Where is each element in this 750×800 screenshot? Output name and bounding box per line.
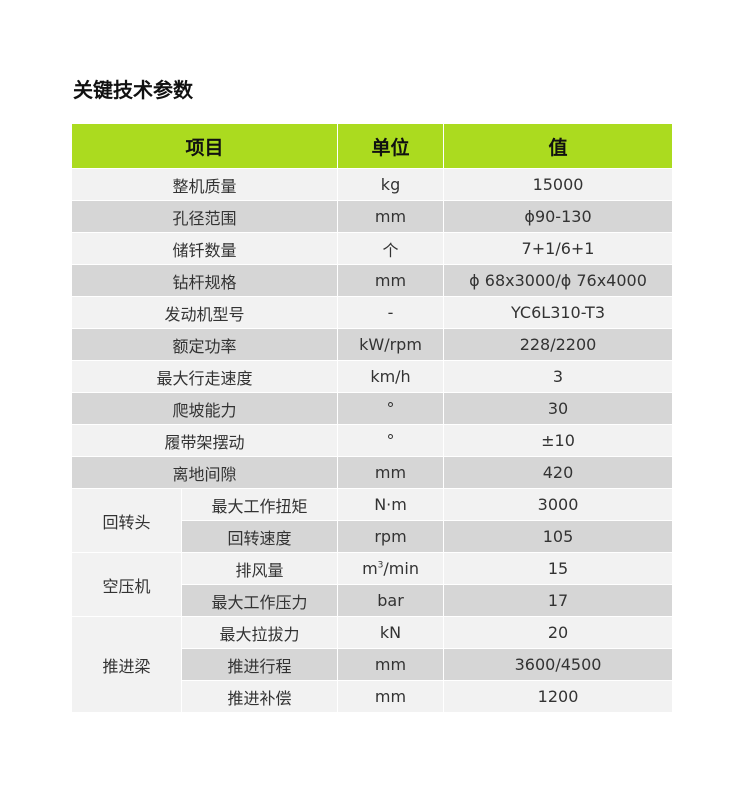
table-row: 爬坡能力 ° 30 (70, 392, 674, 425)
value-cell: 20 (443, 616, 674, 649)
item-cell: 发动机型号 (70, 296, 339, 329)
unit-superscript: 3 (377, 560, 384, 571)
table-row: 回转速度 rpm 105 (72, 520, 674, 553)
group-label-cell: 空压机 (71, 552, 182, 617)
unit-cell: m3/min (337, 552, 445, 585)
table-row: 整机质量 kg 15000 (70, 168, 674, 201)
value-cell: ϕ90-130 (443, 200, 674, 233)
table-row: 离地间隙 mm 420 (70, 456, 674, 489)
unit-cell: mm (337, 648, 445, 681)
value-cell: 3000 (443, 488, 674, 521)
unit-cell: - (337, 296, 445, 329)
unit-cell: mm (337, 456, 445, 489)
table-row: 推进行程 mm 3600/4500 (72, 648, 674, 681)
item-cell: 推进行程 (180, 648, 339, 681)
item-cell: 推进补偿 (180, 680, 339, 713)
item-cell: 爬坡能力 (70, 392, 339, 425)
table-row: 钻杆规格 mm ϕ 68x3000/ϕ 76x4000 (70, 264, 674, 297)
header-unit: 单位 (337, 123, 445, 169)
unit-cell: km/h (337, 360, 445, 393)
table-row: 推进补偿 mm 1200 (72, 680, 674, 713)
spec-table: 项目 单位 值 整机质量 kg 15000 孔径范围 mm ϕ90-130 储钎数量个 7+1… (70, 123, 674, 713)
value-cell: ϕ 68x3000/ϕ 76x4000 (443, 264, 674, 297)
value-cell: YC6L310-T3 (443, 296, 674, 329)
unit-cell: kW/rpm (337, 328, 445, 361)
value-cell: 105 (443, 520, 674, 553)
item-cell: 最大工作扭矩 (180, 488, 339, 521)
unit-cell: bar (337, 584, 445, 617)
unit-cell: N·m (337, 488, 445, 521)
table-row: 最大工作压力 bar 17 (72, 584, 674, 617)
unit-rest: /min (383, 559, 419, 578)
item-cell: 额定功率 (70, 328, 339, 361)
table-row: 额定功率 kW/rpm 228/2200 (70, 328, 674, 361)
table-row: 空压机 排风量 m3/min 15 (71, 552, 674, 617)
value-cell: 15 (443, 552, 674, 585)
table-row: 发动机型号 - YC6L310-T3 (70, 296, 674, 329)
value-cell: 1200 (443, 680, 674, 713)
item-cell: 储钎数量 (70, 232, 339, 265)
table-header: 项目 单位 值 (70, 123, 674, 169)
item-cell: 最大行走速度 (70, 360, 339, 393)
item-cell: 排风量 (180, 552, 339, 585)
table-row: 储钎数量个 7+1/6+1 (70, 232, 674, 265)
unit-cell: 个 (337, 232, 445, 265)
unit-base: m (362, 559, 378, 578)
table-row: 孔径范围 mm ϕ90-130 (70, 200, 674, 233)
table-row: 推进梁 最大拉拔力 kN 20 (71, 616, 674, 713)
unit-cell: kN (337, 616, 445, 649)
item-cell: 最大工作压力 (180, 584, 339, 617)
value-cell: 30 (443, 392, 674, 425)
group-label-cell: 推进梁 (71, 616, 182, 713)
group-label-cell: 回转头 (71, 488, 182, 553)
item-cell: 最大拉拔力 (180, 616, 339, 649)
item-cell: 回转速度 (180, 520, 339, 553)
item-cell: 离地间隙 (70, 456, 339, 489)
unit-cell: ° (337, 392, 445, 425)
unit-cell: mm (337, 680, 445, 713)
value-cell: ±10 (443, 424, 674, 457)
unit-cell: mm (337, 200, 445, 233)
unit-cell: rpm (337, 520, 445, 553)
value-cell: 17 (443, 584, 674, 617)
value-cell: 7+1/6+1 (443, 232, 674, 265)
header-item: 项目 (70, 123, 339, 169)
unit-cell: mm (337, 264, 445, 297)
item-cell: 钻杆规格 (70, 264, 339, 297)
value-cell: 3 (443, 360, 674, 393)
value-cell: 420 (443, 456, 674, 489)
unit-cell: ° (337, 424, 445, 457)
item-cell: 整机质量 (70, 168, 339, 201)
table-row: 最大行走速度 km/h 3 (70, 360, 674, 393)
table-row: 履带架摆动 ° ±10 (70, 424, 674, 457)
table-row: 回转头 最大工作扭矩 N·m 3000 (71, 488, 674, 553)
header-value: 值 (443, 123, 674, 169)
value-cell: 15000 (443, 168, 674, 201)
section-title: 关键技术参数 (73, 78, 193, 102)
item-cell: 履带架摆动 (70, 424, 339, 457)
unit-cell: kg (337, 168, 445, 201)
value-cell: 228/2200 (443, 328, 674, 361)
value-cell: 3600/4500 (443, 648, 674, 681)
item-cell: 孔径范围 (70, 200, 339, 233)
